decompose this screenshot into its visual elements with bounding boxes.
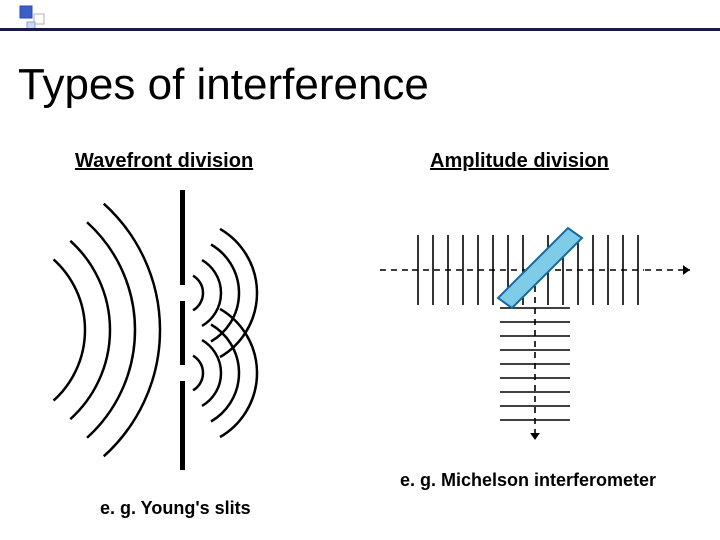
amplitude-division-diagram [380,190,700,450]
wavefront-division-diagram [30,180,330,480]
right-caption: e. g. Michelson interferometer [400,470,656,491]
page-title: Types of interference [18,60,429,110]
left-subtitle: Wavefront division [75,150,253,173]
right-subtitle: Amplitude division [430,150,609,173]
accent-rule [0,28,720,31]
left-caption: e. g. Young's slits [100,498,251,519]
slide-accent [0,0,720,28]
accent-squares-icon [0,0,80,40]
